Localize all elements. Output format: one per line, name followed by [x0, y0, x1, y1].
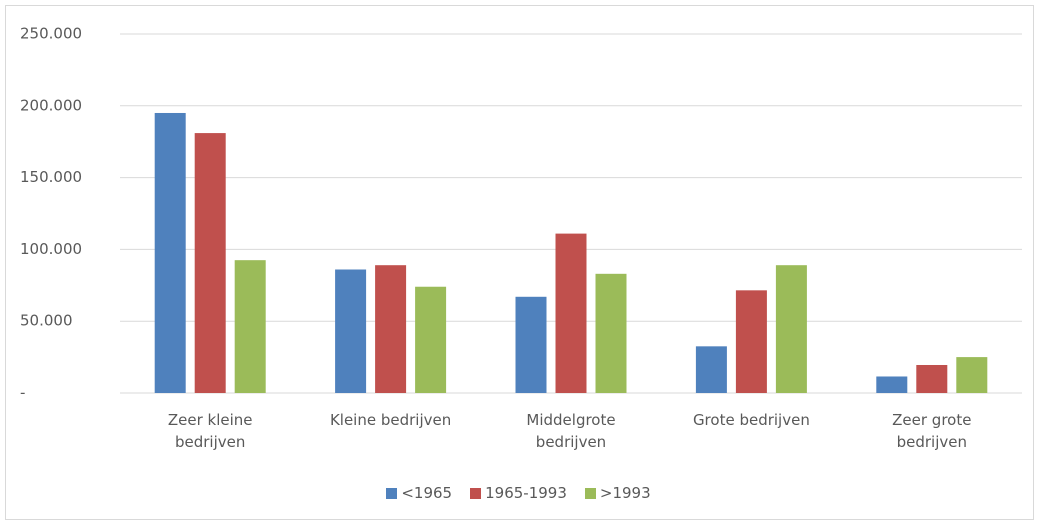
- y-tick-label: 150.000: [20, 168, 82, 186]
- legend-swatch: [386, 487, 398, 499]
- legend-item: <1965: [386, 484, 452, 502]
- legend-item: 1965-1993: [470, 484, 567, 502]
- legend-swatch: [584, 487, 596, 499]
- bar: [695, 346, 727, 393]
- legend: <1965 1965-1993 >1993: [0, 484, 1037, 502]
- bar: [194, 133, 226, 394]
- bar: [234, 260, 266, 393]
- chart-border: [5, 5, 1034, 520]
- legend-label: 1965-1993: [485, 484, 567, 502]
- x-tick-label: Grote bedrijven: [692, 411, 810, 429]
- bar: [375, 265, 407, 393]
- x-tick-label: Middelgrote bedrijven: [526, 411, 616, 451]
- bar: [735, 290, 767, 393]
- y-tick-label: 100.000: [20, 240, 82, 258]
- y-tick-label: 200.000: [20, 96, 82, 114]
- bar: [335, 269, 367, 393]
- bar: [916, 364, 948, 393]
- x-tick-label: Zeer kleine bedrijven: [167, 411, 253, 451]
- bar: [415, 286, 447, 393]
- bar: [555, 233, 587, 393]
- y-tick-label: -: [20, 384, 25, 402]
- y-tick-label: 50.000: [20, 312, 73, 330]
- bar: [876, 376, 908, 393]
- bar: [956, 357, 988, 393]
- bar: [154, 112, 186, 393]
- y-tick-label: 250.000: [20, 25, 82, 43]
- legend-label: >1993: [599, 484, 651, 502]
- bar: [775, 265, 807, 393]
- bar: [515, 296, 547, 393]
- x-tick-label: Kleine bedrijven: [329, 411, 452, 429]
- bar: [595, 273, 627, 393]
- legend-swatch: [470, 487, 482, 499]
- x-tick-label: Zeer grote bedrijven: [892, 411, 972, 451]
- legend-item: >1993: [584, 484, 651, 502]
- legend-label: <1965: [401, 484, 453, 502]
